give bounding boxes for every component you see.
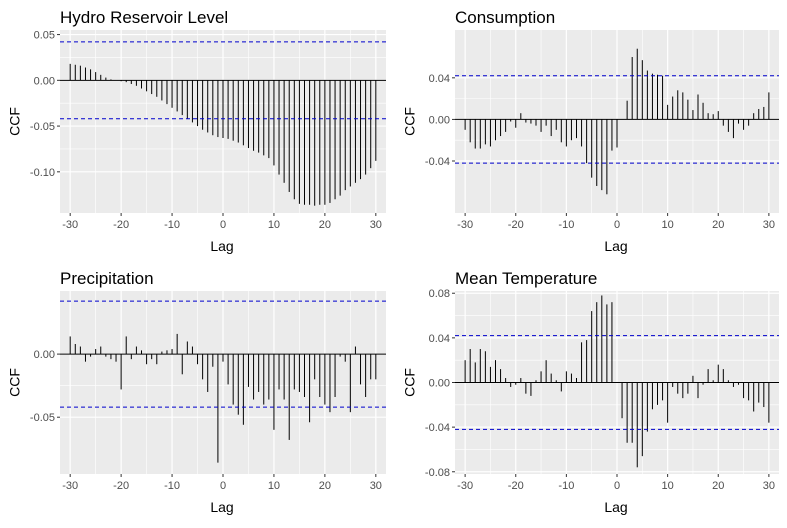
x-tick-label: 30 <box>763 219 775 231</box>
x-tick-label: 0 <box>220 480 226 492</box>
x-tick-label: -10 <box>164 480 180 492</box>
x-axis-label: Lag <box>210 499 233 515</box>
x-tick-label: -30 <box>62 219 78 231</box>
x-tick-label: 10 <box>268 480 280 492</box>
x-tick-label: 30 <box>370 219 382 231</box>
panel-title: Hydro Reservoir Level <box>60 8 228 27</box>
x-tick-label: -10 <box>164 219 180 231</box>
y-tick-label: 0.05 <box>34 30 55 42</box>
x-tick-label: -10 <box>558 219 574 231</box>
y-tick-label: -0.10 <box>30 167 55 179</box>
x-tick-label: -20 <box>508 219 524 231</box>
x-tick-label: 20 <box>712 219 724 231</box>
x-tick-label: -10 <box>558 480 574 492</box>
y-tick-label: 0.04 <box>429 333 450 345</box>
x-tick-label: 10 <box>662 219 674 231</box>
x-tick-label: 0 <box>614 480 620 492</box>
panel-title: Precipitation <box>60 269 154 288</box>
x-axis-label: Lag <box>604 499 627 515</box>
x-tick-label: 30 <box>763 480 775 492</box>
x-tick-label: -20 <box>113 480 129 492</box>
x-tick-label: -30 <box>457 480 473 492</box>
x-tick-label: 20 <box>319 219 331 231</box>
x-tick-label: -20 <box>113 219 129 231</box>
x-tick-label: 20 <box>319 480 331 492</box>
y-tick-label: 0.00 <box>429 114 450 126</box>
x-axis-label: Lag <box>210 238 233 254</box>
panel-consumption: -30 -20 -10 0 10 20 30 0.04 0.00 -0.04 Consumption… <box>402 8 779 254</box>
x-tick-label: 10 <box>268 219 280 231</box>
x-tick-label: 20 <box>712 480 724 492</box>
y-axis-label: CCF <box>402 368 418 397</box>
y-tick-label: 0.00 <box>34 349 55 361</box>
x-tick-label: -30 <box>62 480 78 492</box>
y-tick-label: 0.00 <box>34 75 55 87</box>
x-tick-label: -20 <box>508 480 524 492</box>
panel-mean-temperature: -30 -20 -10 0 10 20 30 0.08 0.04 0.00 -0.04 -0.08 Me… <box>402 269 779 515</box>
y-tick-label: -0.05 <box>30 412 55 424</box>
y-axis-label: CCF <box>7 368 23 397</box>
x-axis-label: Lag <box>604 238 627 254</box>
y-tick-label: -0.04 <box>425 422 450 434</box>
x-tick-label: 0 <box>220 219 226 231</box>
y-tick-label: 0.04 <box>429 73 450 85</box>
y-axis-label: CCF <box>7 107 23 136</box>
panel-precipitation: -30 -20 -10 0 10 20 30 0.00 -0.05 Precipitation La… <box>7 269 386 515</box>
y-tick-label: -0.08 <box>425 467 450 479</box>
x-tick-label: -30 <box>457 219 473 231</box>
x-tick-label: 10 <box>662 480 674 492</box>
panel-title: Consumption <box>455 8 555 27</box>
y-tick-label: 0.08 <box>429 288 450 300</box>
panel-hydro-reservoir-level: -30 -20 -10 0 10 20 30 0.05 0.00 -0.05 -0.10 Hydro … <box>7 8 386 254</box>
y-tick-label: -0.04 <box>425 156 450 168</box>
panel-title: Mean Temperature <box>455 269 597 288</box>
x-tick-label: 30 <box>370 480 382 492</box>
y-axis-label: CCF <box>402 107 418 136</box>
y-tick-label: -0.05 <box>30 121 55 133</box>
y-tick-label: 0.00 <box>429 378 450 390</box>
x-tick-label: 0 <box>614 219 620 231</box>
